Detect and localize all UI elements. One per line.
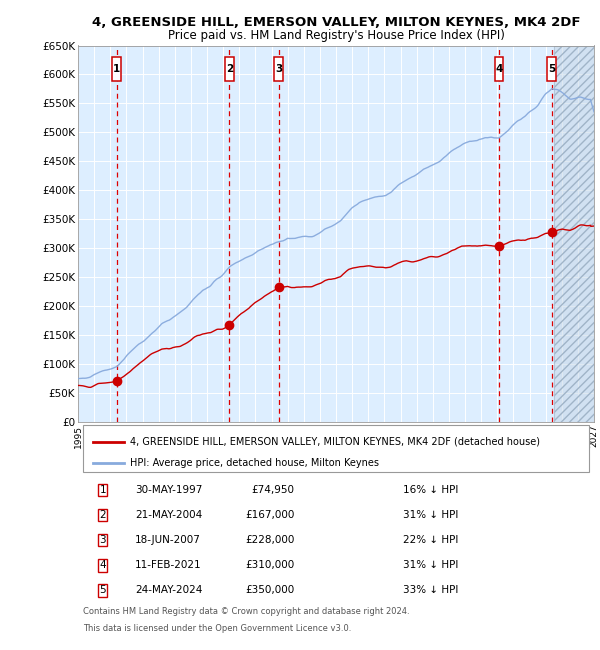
Text: 22% ↓ HPI: 22% ↓ HPI bbox=[403, 535, 458, 545]
Text: 3: 3 bbox=[275, 64, 283, 73]
Text: HPI: Average price, detached house, Milton Keynes: HPI: Average price, detached house, Milt… bbox=[130, 458, 379, 468]
FancyBboxPatch shape bbox=[225, 57, 233, 81]
Text: 18-JUN-2007: 18-JUN-2007 bbox=[135, 535, 200, 545]
Text: 31% ↓ HPI: 31% ↓ HPI bbox=[403, 560, 458, 570]
Text: 4, GREENSIDE HILL, EMERSON VALLEY, MILTON KEYNES, MK4 2DF (detached house): 4, GREENSIDE HILL, EMERSON VALLEY, MILTO… bbox=[130, 437, 539, 447]
Text: 1: 1 bbox=[113, 64, 121, 73]
FancyBboxPatch shape bbox=[547, 57, 556, 81]
Text: 21-MAY-2004: 21-MAY-2004 bbox=[135, 510, 202, 520]
Text: 5: 5 bbox=[548, 64, 556, 73]
FancyBboxPatch shape bbox=[112, 57, 121, 81]
Text: £74,950: £74,950 bbox=[252, 485, 295, 495]
Bar bbox=[554, 46, 594, 422]
Text: 2: 2 bbox=[100, 510, 106, 520]
Text: 1: 1 bbox=[100, 485, 106, 495]
Text: 33% ↓ HPI: 33% ↓ HPI bbox=[403, 586, 458, 595]
Text: 11-FEB-2021: 11-FEB-2021 bbox=[135, 560, 202, 570]
Text: £167,000: £167,000 bbox=[245, 510, 295, 520]
FancyBboxPatch shape bbox=[274, 57, 283, 81]
Text: 4: 4 bbox=[100, 560, 106, 570]
Text: 4: 4 bbox=[496, 64, 503, 73]
FancyBboxPatch shape bbox=[83, 426, 589, 472]
Text: This data is licensed under the Open Government Licence v3.0.: This data is licensed under the Open Gov… bbox=[83, 625, 352, 634]
Text: 4, GREENSIDE HILL, EMERSON VALLEY, MILTON KEYNES, MK4 2DF: 4, GREENSIDE HILL, EMERSON VALLEY, MILTO… bbox=[92, 16, 580, 29]
Text: 30-MAY-1997: 30-MAY-1997 bbox=[135, 485, 202, 495]
Text: 24-MAY-2024: 24-MAY-2024 bbox=[135, 586, 202, 595]
Bar bbox=[554, 46, 594, 422]
Text: Price paid vs. HM Land Registry's House Price Index (HPI): Price paid vs. HM Land Registry's House … bbox=[167, 29, 505, 42]
Text: 5: 5 bbox=[100, 586, 106, 595]
FancyBboxPatch shape bbox=[494, 57, 503, 81]
Text: 3: 3 bbox=[100, 535, 106, 545]
Text: 31% ↓ HPI: 31% ↓ HPI bbox=[403, 510, 458, 520]
Text: 16% ↓ HPI: 16% ↓ HPI bbox=[403, 485, 458, 495]
Text: Contains HM Land Registry data © Crown copyright and database right 2024.: Contains HM Land Registry data © Crown c… bbox=[83, 606, 410, 616]
Text: £228,000: £228,000 bbox=[245, 535, 295, 545]
Text: £350,000: £350,000 bbox=[245, 586, 295, 595]
Text: 2: 2 bbox=[226, 64, 233, 73]
Text: £310,000: £310,000 bbox=[245, 560, 295, 570]
